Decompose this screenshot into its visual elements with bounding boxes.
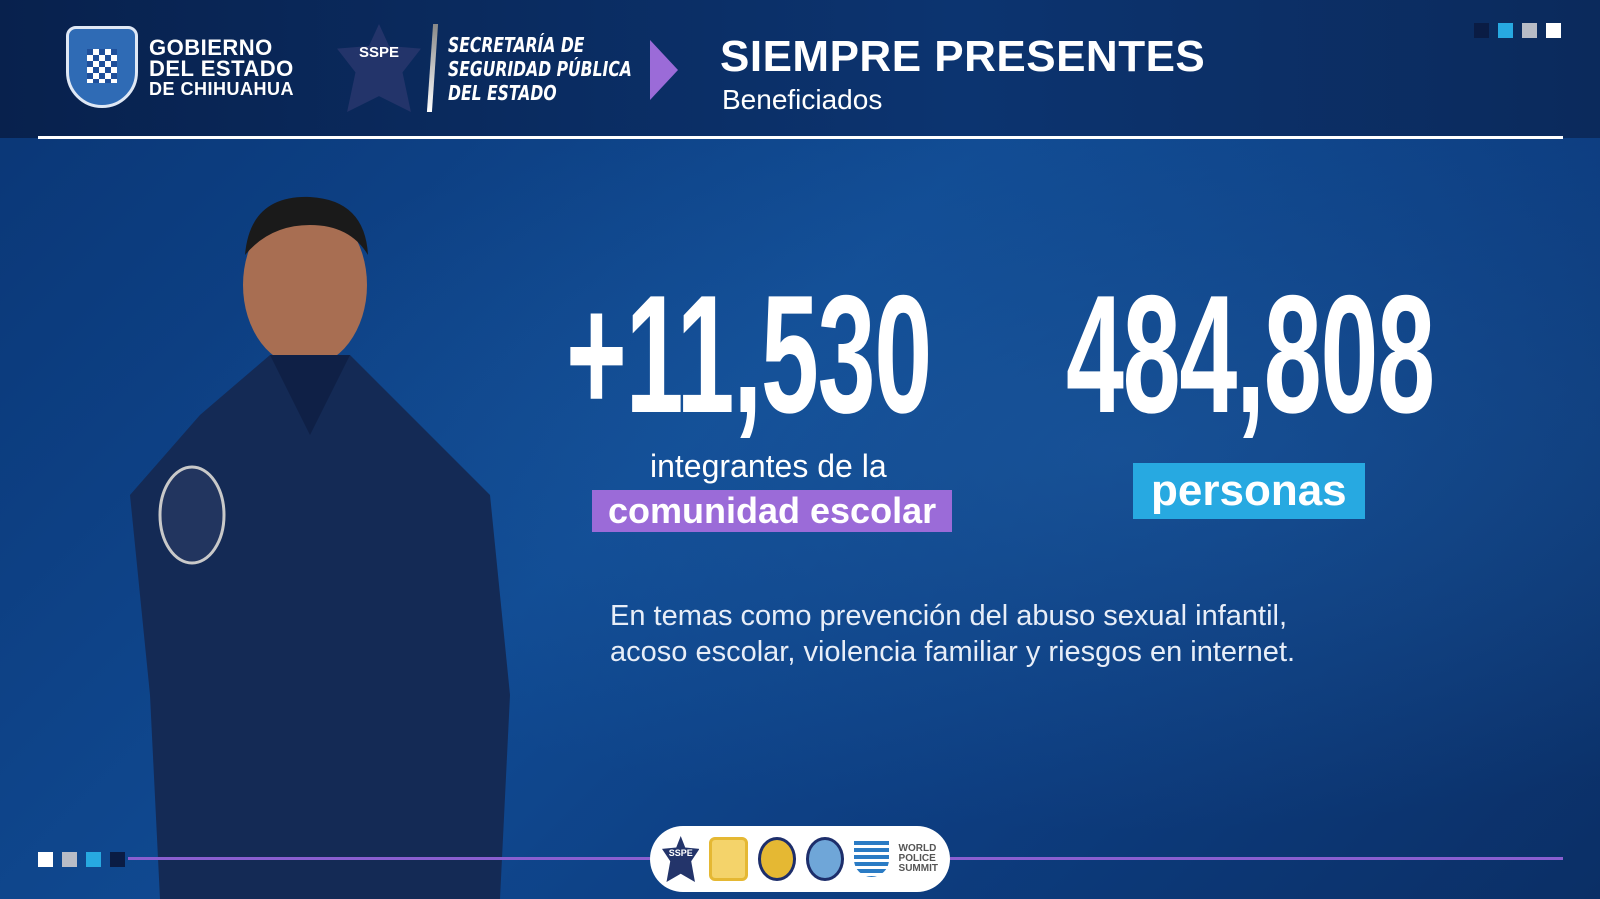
sec-line: SECRETARÍA DE xyxy=(448,33,585,57)
square-icon xyxy=(86,852,101,867)
calea-logo xyxy=(806,837,845,881)
gov-line: GOBIERNO xyxy=(149,35,273,60)
footer-logos: SSPE WORLD POLICE SUMMIT xyxy=(650,826,950,892)
page-title: SIEMPRE PRESENTES xyxy=(720,32,1206,81)
sec-line: DEL ESTADO xyxy=(448,81,557,105)
square-icon xyxy=(38,852,53,867)
square-icon xyxy=(62,852,77,867)
highlight-community: comunidad escolar xyxy=(592,490,953,532)
square-icon xyxy=(110,852,125,867)
wps-line: SUMMIT xyxy=(898,863,938,874)
sec-line: SEGURIDAD PÚBLICA xyxy=(448,57,632,81)
triangle-arrow-icon xyxy=(650,40,678,100)
description: En temas como prevención del abuso sexua… xyxy=(610,598,1295,670)
footer-line-right xyxy=(950,857,1563,860)
gov-line: DEL ESTADO xyxy=(149,56,294,81)
header: GOBIERNO DEL ESTADO DE CHIHUAHUA SSPE SE… xyxy=(0,0,1600,138)
wps-line: WORLD xyxy=(898,843,937,854)
square-icon xyxy=(1474,23,1489,38)
police-officer-photo xyxy=(130,196,510,899)
sspe-text: SSPE xyxy=(358,44,400,61)
sspe-star-logo: SSPE xyxy=(337,24,421,112)
stat-value-community: +11,530 xyxy=(566,260,932,448)
footer-line-left xyxy=(128,857,650,860)
calea-logo xyxy=(757,837,797,881)
description-line: En temas como prevención del abuso sexua… xyxy=(610,600,1288,632)
secretaria-text: SECRETARÍA DE SEGURIDAD PÚBLICA DEL ESTA… xyxy=(448,33,632,105)
page-subtitle: Beneficiados xyxy=(722,84,883,115)
world-police-summit-text: WORLD POLICE SUMMIT xyxy=(899,844,938,874)
calea-logo xyxy=(709,837,748,881)
chihuahua-shield-logo xyxy=(66,26,138,108)
gobierno-logo-text: GOBIERNO DEL ESTADO DE CHIHUAHUA xyxy=(149,37,294,100)
world-police-summit-icon xyxy=(854,841,889,877)
stat-value-people: 484,808 xyxy=(1066,260,1435,448)
square-icon xyxy=(1522,23,1537,38)
wps-line: POLICE xyxy=(898,853,936,864)
header-divider xyxy=(38,136,1563,139)
description-line: acoso escolar, violencia familiar y ries… xyxy=(610,636,1296,668)
square-icon xyxy=(1546,23,1561,38)
square-icon xyxy=(1498,23,1513,38)
divider xyxy=(426,24,439,112)
highlight-people: personas xyxy=(1133,463,1365,519)
gov-line: DE CHIHUAHUA xyxy=(149,79,294,99)
stat-label-community: integrantes de la xyxy=(650,448,887,484)
sspe-logo: SSPE xyxy=(662,836,700,882)
